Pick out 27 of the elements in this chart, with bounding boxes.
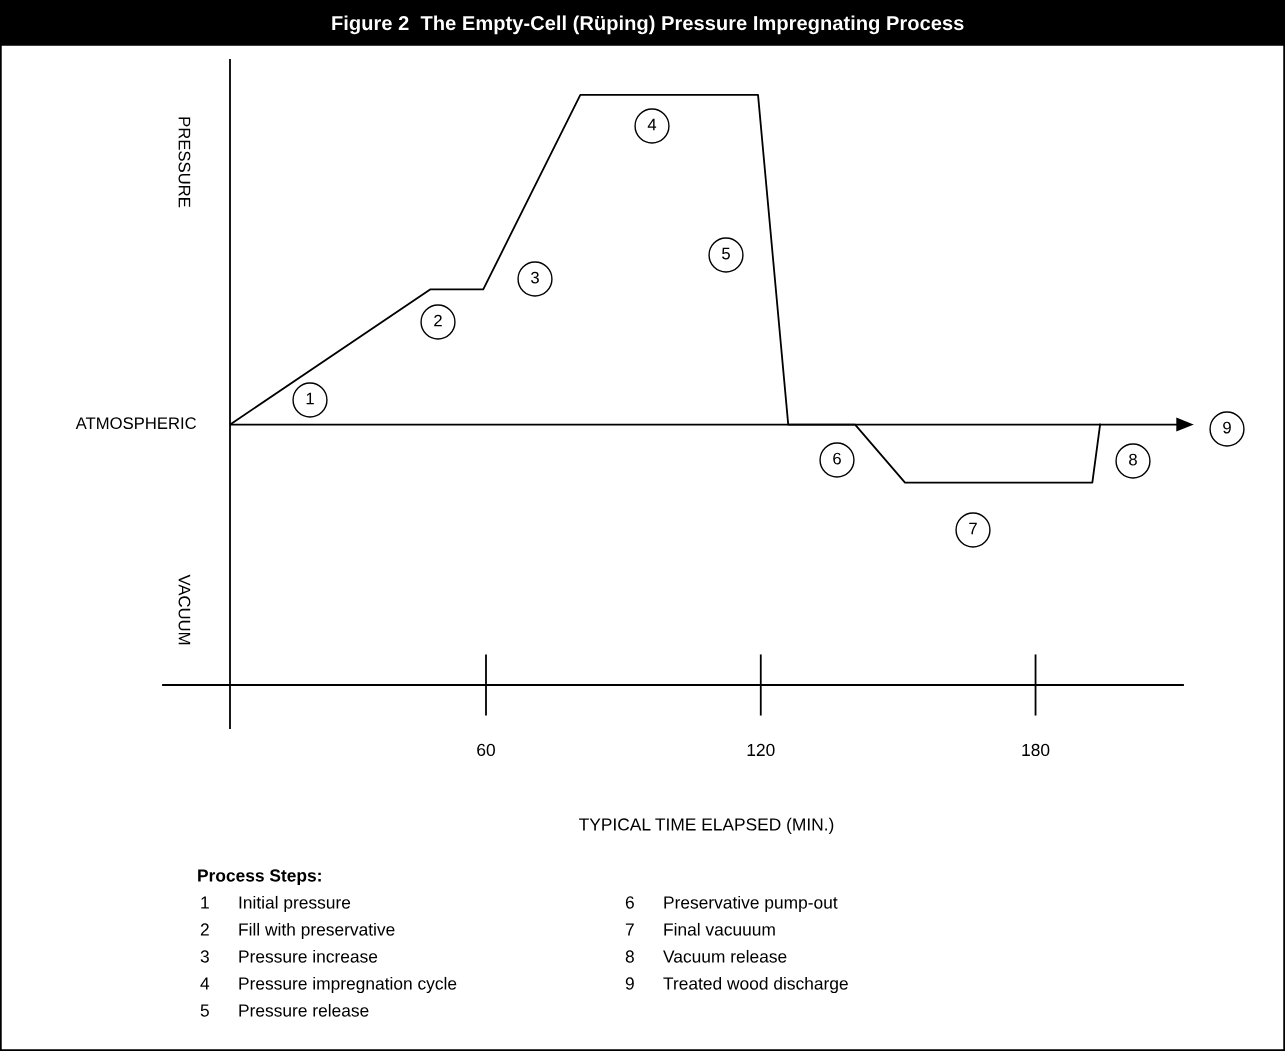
text: 7 <box>969 522 977 535</box>
annotation: 2 <box>434 314 442 327</box>
x-tick-label: 180 <box>1022 743 1050 757</box>
annotation: 5 <box>722 247 730 260</box>
text: 4 Pressure impregnation cycle <box>200 976 457 994</box>
annotation: 6 <box>833 452 841 465</box>
annotation: 4 <box>647 118 657 131</box>
ref-line-label: ATMOSPHERIC <box>75 417 197 430</box>
text: VACUUM <box>178 574 191 645</box>
text: 9 Treated wood discharge <box>625 976 848 994</box>
text: 6 Preservative pump-out <box>625 895 838 913</box>
text: 8 Vacuum release <box>625 949 787 963</box>
text: 7 Final vacuuum <box>625 922 775 936</box>
text: 3 Pressure increase <box>200 949 378 963</box>
x-axis-title: TYPICAL TIME ELAPSED (MIN.) <box>579 817 834 835</box>
text: Process Steps: <box>198 869 321 886</box>
annotation: 3 <box>531 271 539 284</box>
text: 9 <box>1223 421 1231 434</box>
x-tick-label: 120 <box>747 743 775 757</box>
text: 2 Fill with preservative <box>200 922 395 940</box>
annotation: 8 <box>1129 453 1137 466</box>
text: 1 Initial pressure <box>201 895 351 913</box>
x-tick-label: 60 <box>477 743 495 757</box>
annotation: 1 <box>306 392 314 405</box>
chart-title: Figure 2 The Empty-Cell (Rüping) Pressure Impregnating Process <box>332 15 964 35</box>
text: 5 Pressure release <box>200 1003 369 1017</box>
text: PRESSURE <box>178 117 191 208</box>
